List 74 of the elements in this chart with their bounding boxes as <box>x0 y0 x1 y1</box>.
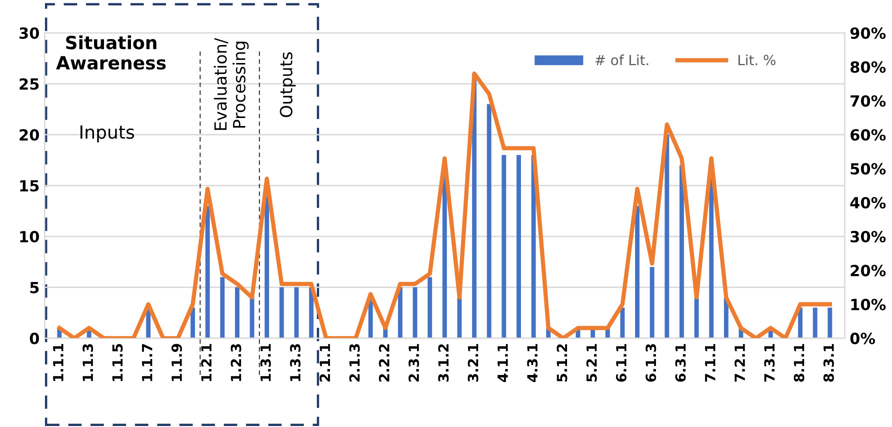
y-tick-label: 10 <box>20 230 40 242</box>
x-tick-label: 3.1.2 <box>438 344 449 382</box>
bar <box>798 308 802 338</box>
y-tick-label: 5 <box>30 282 39 294</box>
x-tick-label: 1.1.9 <box>171 344 182 382</box>
bar <box>620 308 625 338</box>
bar <box>412 287 418 338</box>
bar <box>235 287 240 338</box>
x-tick-label: 6.1.3 <box>646 344 656 382</box>
x-tick-label: 2.1.3 <box>349 344 360 382</box>
y-tick-label: 15 <box>20 180 39 192</box>
x-tick-label: 6.1.1 <box>616 344 626 382</box>
x-tick-label: 7.2.1 <box>734 344 745 382</box>
bar <box>250 297 254 338</box>
x-tick-label: 6.3.1 <box>675 344 686 382</box>
bar <box>398 287 402 338</box>
bar <box>442 175 447 338</box>
annotation: Inputs <box>80 125 134 142</box>
x-tick-label: 1.3.3 <box>290 344 301 382</box>
y2-tick-label: 50% <box>850 163 886 175</box>
legend-label: # of Lit. <box>595 54 648 66</box>
bar <box>279 287 284 338</box>
x-tick-label: 1.2.3 <box>230 344 242 382</box>
x-tick-label: 5.1.2 <box>556 344 568 382</box>
x-tick-label: 4.3.1 <box>527 344 538 382</box>
bar <box>190 308 195 338</box>
bar <box>309 287 314 338</box>
bar <box>502 155 506 338</box>
y2-tick-label: 70% <box>850 95 886 107</box>
bar <box>205 206 210 338</box>
x-tick-label: 4.1.1 <box>498 344 508 382</box>
x-tick-label: 1.1.3 <box>82 344 94 382</box>
legend-label: Lit. % <box>738 54 776 66</box>
x-tick-label: 1.1.1 <box>53 344 64 382</box>
y-tick-label: 0 <box>30 332 40 344</box>
x-tick-label: 3.2.1 <box>468 344 478 382</box>
y2-tick-label: 0% <box>850 332 876 344</box>
annotation: Situation Awareness <box>56 35 166 70</box>
y2-tick-label: 60% <box>850 129 886 141</box>
y2-tick-label: 40% <box>850 196 886 209</box>
x-tick-label: 8.1.1 <box>794 344 804 382</box>
y-tick-label: 20 <box>20 129 40 141</box>
bar <box>828 308 832 338</box>
x-tick-label: 1.2.1 <box>201 344 212 382</box>
bar <box>264 196 270 338</box>
x-tick-label: 1.3.1 <box>260 344 271 382</box>
y-tick-label: 30 <box>20 27 40 39</box>
annotation: Evaluation/ Processing <box>214 38 249 130</box>
y2-tick-label: 80% <box>850 61 886 73</box>
bar <box>220 277 225 338</box>
x-tick-label: 7.3.1 <box>764 344 775 382</box>
x-tick-label: 2.1.1 <box>320 344 330 382</box>
x-tick-label: 2.2.2 <box>378 344 390 382</box>
bar <box>680 165 684 338</box>
x-tick-label: 1.1.5 <box>112 344 123 382</box>
y-tick-label: 25 <box>20 78 39 90</box>
bar <box>694 297 699 338</box>
y2-tick-label: 10% <box>851 298 886 310</box>
bar <box>486 104 492 338</box>
y2-tick-label: 30% <box>850 230 886 242</box>
x-tick-label: 2.3.1 <box>408 344 420 382</box>
annotation: Outputs <box>280 52 296 118</box>
x-tick-label: 1.1.7 <box>142 344 152 382</box>
bar <box>664 134 670 338</box>
bar <box>812 308 818 338</box>
x-tick-label: 7.1.1 <box>705 344 716 382</box>
bar <box>428 277 432 338</box>
bar <box>516 155 521 338</box>
bar <box>635 206 640 338</box>
x-tick-label: 8.3.1 <box>823 344 834 382</box>
bar <box>650 266 654 338</box>
x-tick-label: 5.2.1 <box>586 344 597 382</box>
y2-tick-label: 20% <box>850 264 886 276</box>
y2-tick-label: 90% <box>850 27 886 39</box>
